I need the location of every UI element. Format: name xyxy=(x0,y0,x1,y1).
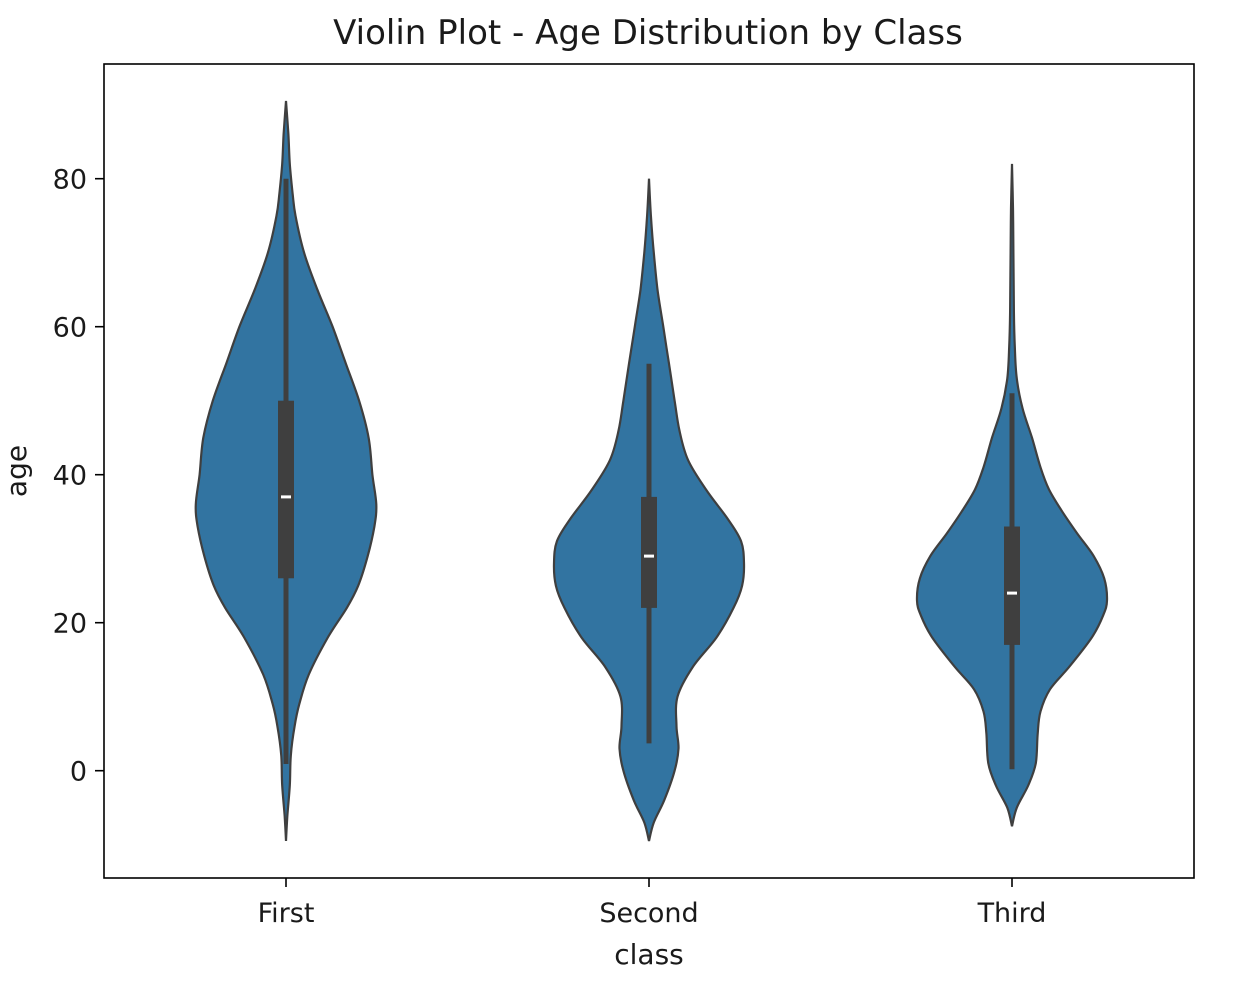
x-tick-label: Second xyxy=(599,898,698,929)
y-tick-label: 40 xyxy=(53,461,87,492)
y-tick-label: 20 xyxy=(53,609,87,640)
chart-title: Violin Plot - Age Distribution by Class xyxy=(333,13,963,53)
violin-second xyxy=(552,178,746,842)
violin-first xyxy=(194,100,378,842)
y-tick-label: 60 xyxy=(53,313,87,344)
violin-box xyxy=(641,496,657,608)
y-tick-label: 80 xyxy=(53,165,87,196)
plot-frame xyxy=(103,63,1195,879)
violin-third xyxy=(915,163,1109,827)
violins-group xyxy=(194,100,1109,842)
violin-box xyxy=(278,400,294,579)
x-tick-label: First xyxy=(258,898,315,929)
x-axis-label: class xyxy=(614,938,684,971)
y-axis: 0 20 40 60 80 xyxy=(53,165,104,788)
y-tick-label: 0 xyxy=(70,757,87,788)
y-axis-label: age xyxy=(0,445,33,497)
x-tick-label: Third xyxy=(977,898,1047,929)
violin-box xyxy=(1004,526,1020,645)
x-axis: First Second Third xyxy=(258,878,1047,929)
